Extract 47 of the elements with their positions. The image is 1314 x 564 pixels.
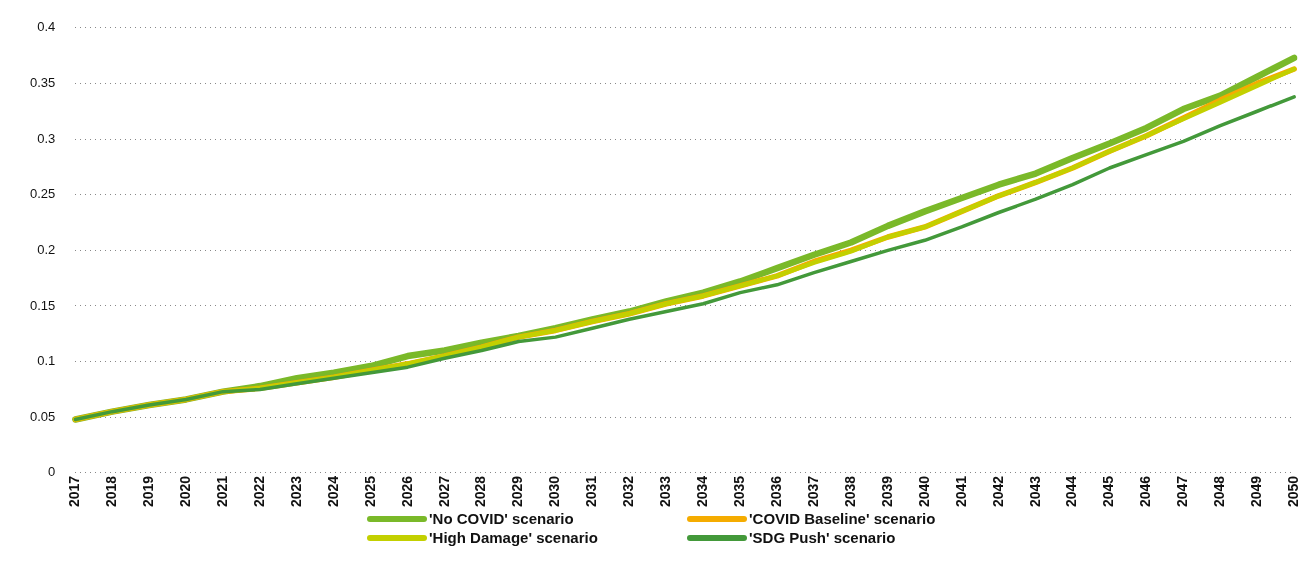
y-tick-label: 0.15	[29, 297, 56, 313]
x-tick-label: 2032	[620, 475, 637, 508]
y-tick-label: 0.05	[29, 408, 56, 424]
x-tick-label: 2025	[361, 475, 378, 508]
x-tick-label: 2038	[841, 475, 858, 508]
x-tick-label: 2037	[804, 475, 821, 508]
x-tick-label: 2042	[989, 475, 1006, 508]
x-tick-label: 2050	[1285, 475, 1302, 508]
y-tick-label: 0.3	[37, 130, 56, 146]
x-tick-label: 2020	[176, 475, 193, 508]
x-tick-label: 2036	[767, 475, 784, 508]
x-tick-label: 2019	[140, 475, 157, 508]
x-tick-label: 2022	[250, 475, 267, 508]
x-tick-label: 2023	[287, 475, 304, 508]
x-tick-label: 2021	[213, 475, 230, 508]
x-tick-label: 2029	[509, 475, 526, 508]
x-tick-label: 2039	[878, 475, 895, 508]
y-tick-label: 0.35	[29, 75, 56, 91]
legend-label: 'High Damage' scenario	[429, 529, 598, 546]
x-tick-label: 2024	[324, 475, 341, 508]
x-tick-label: 2035	[731, 475, 748, 508]
y-tick-label: 0	[48, 464, 56, 480]
x-tick-label: 2041	[952, 475, 969, 508]
x-tick-label: 2018	[103, 475, 120, 508]
x-tick-label: 2031	[583, 475, 600, 508]
x-tick-label: 2047	[1174, 475, 1191, 508]
y-tick-label: 0.4	[37, 19, 56, 35]
x-tick-label: 2030	[546, 475, 563, 508]
legend-label: 'No COVID' scenario	[429, 510, 574, 527]
x-tick-label: 2033	[657, 475, 674, 508]
x-tick-label: 2048	[1211, 475, 1228, 508]
x-tick-label: 2046	[1137, 475, 1154, 508]
x-tick-label: 2040	[915, 475, 932, 508]
x-tick-label: 2026	[398, 475, 415, 508]
x-tick-label: 2034	[694, 475, 711, 508]
x-tick-label: 2027	[435, 475, 452, 508]
y-tick-label: 0.25	[29, 186, 56, 202]
x-tick-label: 2045	[1100, 475, 1117, 508]
legend-label: 'COVID Baseline' scenario	[749, 510, 936, 527]
x-tick-label: 2028	[472, 475, 489, 508]
x-tick-label: 2043	[1026, 475, 1043, 508]
x-tick-label: 2049	[1248, 475, 1265, 508]
x-tick-label: 2044	[1063, 475, 1080, 508]
y-tick-label: 0.1	[37, 353, 56, 369]
x-tick-label: 2017	[66, 475, 83, 508]
legend-label: 'SDG Push' scenario	[749, 529, 896, 546]
y-tick-label: 0.2	[37, 241, 56, 257]
